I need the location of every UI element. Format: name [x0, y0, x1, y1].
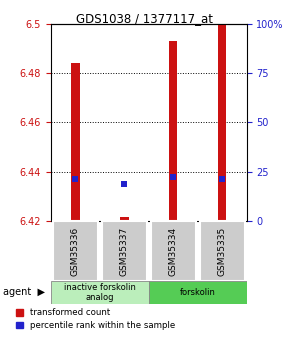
Bar: [102, 221, 147, 281]
Point: [171, 174, 175, 179]
Text: forskolin: forskolin: [180, 288, 215, 297]
Point: [220, 176, 224, 182]
Text: inactive forskolin
analog: inactive forskolin analog: [64, 283, 136, 302]
Point: [73, 176, 77, 182]
Text: GDS1038 / 1377117_at: GDS1038 / 1377117_at: [77, 12, 213, 25]
Bar: [169, 41, 177, 221]
Bar: [120, 217, 128, 221]
Bar: [71, 63, 80, 221]
Bar: [200, 221, 244, 281]
Text: GSM35335: GSM35335: [218, 226, 226, 276]
Legend: transformed count, percentile rank within the sample: transformed count, percentile rank withi…: [16, 308, 175, 330]
Bar: [151, 221, 196, 281]
Point: [122, 181, 126, 187]
Bar: [218, 22, 226, 221]
Text: GSM35337: GSM35337: [120, 226, 129, 276]
Text: GSM35336: GSM35336: [71, 226, 80, 276]
Text: agent  ▶: agent ▶: [3, 287, 45, 297]
Text: GSM35334: GSM35334: [168, 226, 177, 276]
Bar: [51, 281, 148, 304]
Bar: [53, 221, 98, 281]
Bar: [148, 281, 246, 304]
